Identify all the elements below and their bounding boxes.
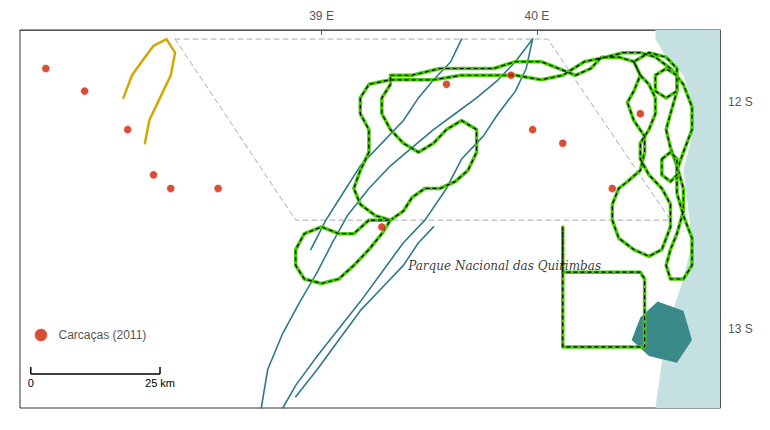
svg-text:0: 0	[28, 377, 34, 389]
svg-text:Parque Nacional das Quirimbas: Parque Nacional das Quirimbas	[407, 259, 601, 273]
svg-text:13 S: 13 S	[728, 322, 753, 336]
svg-text:40 E: 40 E	[525, 9, 550, 23]
svg-text:25 km: 25 km	[145, 377, 175, 389]
svg-text:Carcaças (2011): Carcaças (2011)	[59, 328, 147, 342]
svg-text:12 S: 12 S	[728, 95, 753, 109]
svg-text:39 E: 39 E	[309, 9, 334, 23]
